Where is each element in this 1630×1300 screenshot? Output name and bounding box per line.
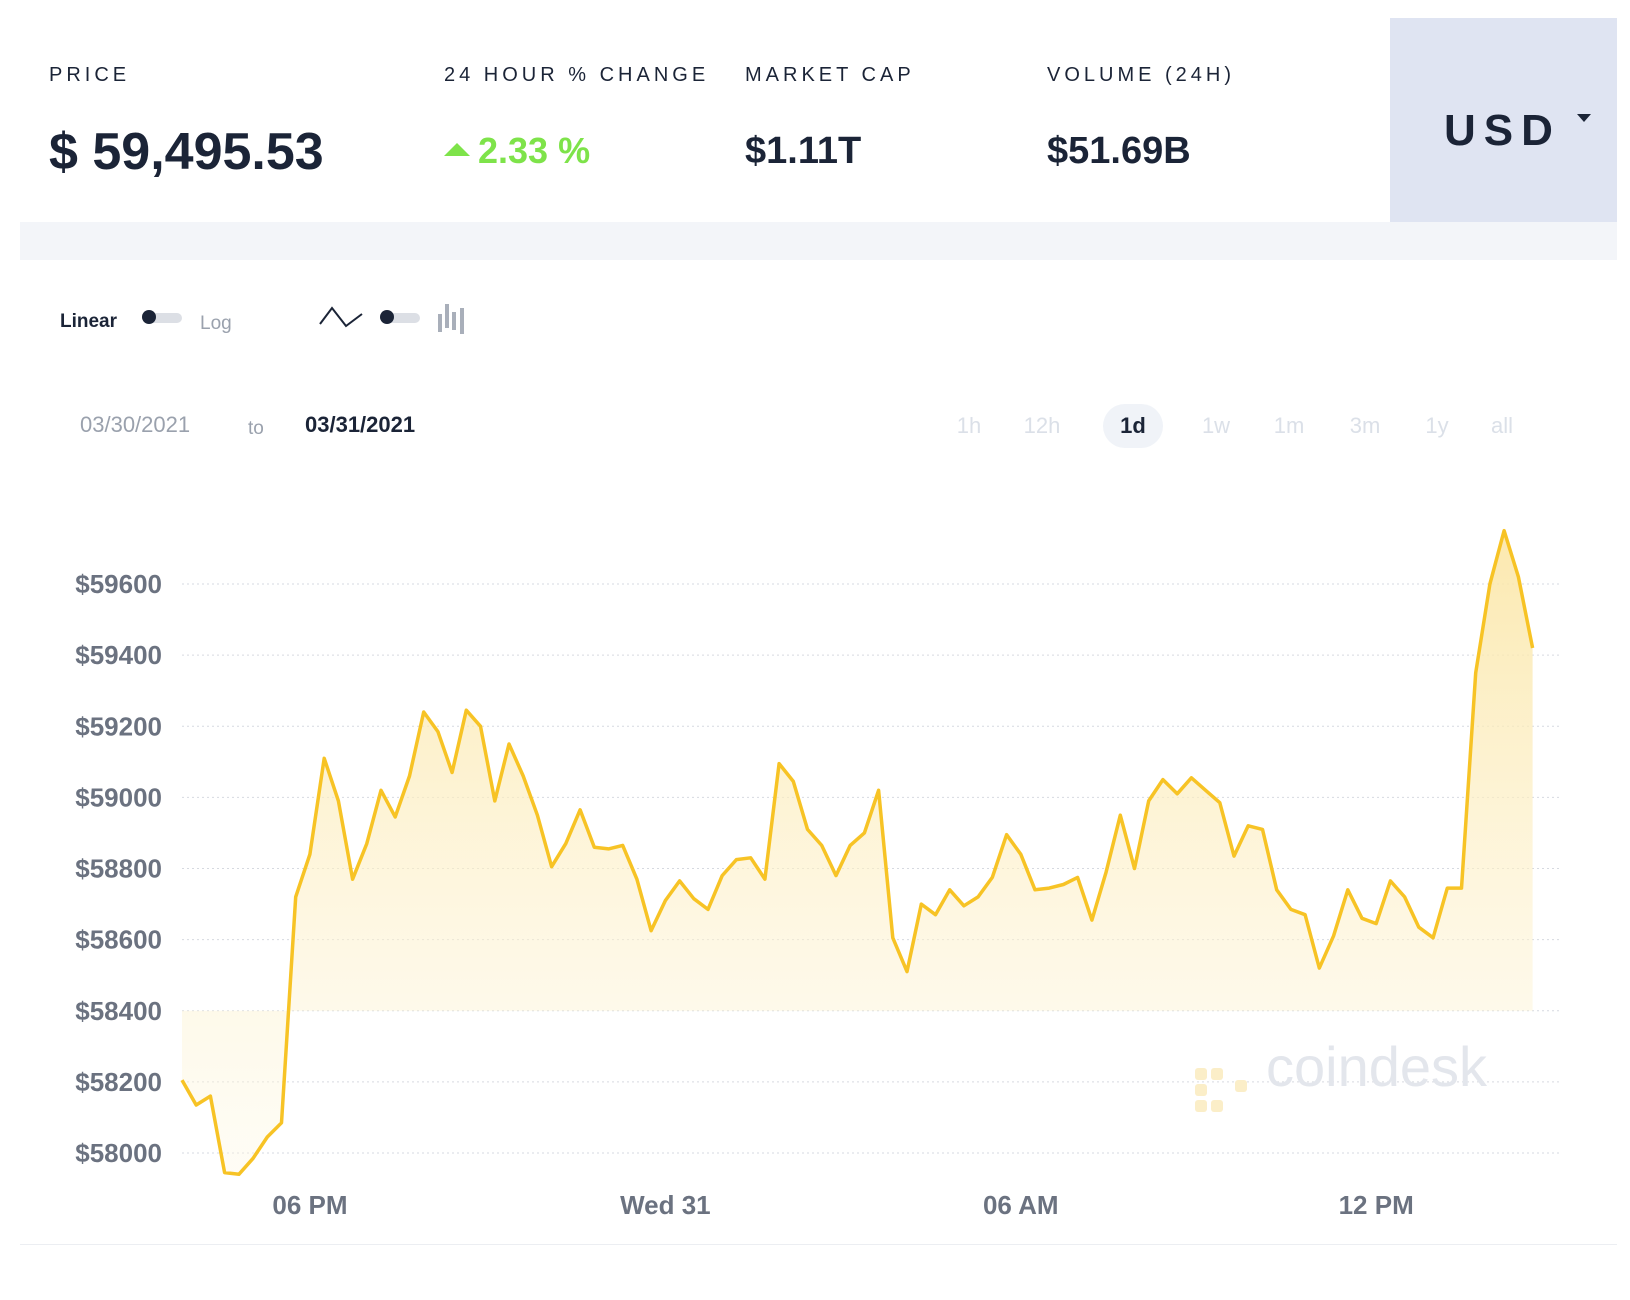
x-tick-label: 12 PM: [1339, 1190, 1414, 1220]
change-value-wrap: 2.33 %: [444, 130, 590, 172]
market-cap-value: $1.11T: [745, 130, 862, 172]
y-tick-label: $58000: [75, 1138, 162, 1168]
y-tick-label: $58600: [75, 925, 162, 955]
up-arrow-icon: [444, 142, 470, 156]
caret-down-icon: [1577, 114, 1591, 122]
chart-type-toggle-knob: [380, 310, 394, 324]
range-selector: 1h 12h 1d 1w 1m 3m 1y all: [957, 400, 1610, 450]
chart-type-toggle[interactable]: [380, 310, 420, 324]
line-chart-icon[interactable]: [318, 300, 364, 334]
x-axis: 06 PM Wed 31 06 AM 12 PM: [272, 1190, 1413, 1220]
y-tick-label: $59200: [75, 711, 162, 741]
y-tick-label: $58800: [75, 854, 162, 884]
y-axis: $58000 $58200 $58400 $58600 $58800 $59000 $592…: [75, 569, 162, 1168]
x-tick-label: 06 PM: [272, 1190, 347, 1220]
price-label: PRICE: [49, 64, 131, 86]
bottom-divider: [20, 1244, 1617, 1245]
volume-value: $51.69B: [1047, 130, 1191, 172]
date-to-label: to: [248, 418, 264, 439]
currency-code: USD: [1444, 106, 1561, 155]
coindesk-watermark: coindesk: [1195, 1035, 1488, 1112]
y-tick-label: $59000: [75, 782, 162, 812]
price-chart: $58000 $58200 $58400 $58600 $58800 $59000 $592…: [75, 528, 1560, 1220]
y-tick-label: $58400: [75, 996, 162, 1026]
watermark-text: coindesk: [1266, 1035, 1488, 1098]
stats-bar: PRICE $ 59,495.53 24 HOUR % CHANGE 2.33 …: [20, 18, 1617, 222]
x-tick-label: 06 AM: [983, 1190, 1059, 1220]
date-from[interactable]: 03/30/2021: [80, 412, 191, 437]
bar-chart-icon[interactable]: [436, 302, 466, 336]
range-1h[interactable]: 1h: [956, 413, 982, 438]
price-value: $ 59,495.53: [49, 123, 324, 181]
date-range: 03/30/2021 to 03/31/2021: [80, 404, 480, 444]
y-tick-label: $59400: [75, 640, 162, 670]
linear-label: Linear: [60, 311, 118, 332]
range-1w[interactable]: 1w: [1201, 413, 1231, 438]
range-1m[interactable]: 1m: [1273, 413, 1305, 438]
range-1d[interactable]: 1d: [1103, 404, 1163, 448]
chart-toolbar: Linear Log: [60, 300, 660, 340]
coindesk-logo-icon: [1195, 1068, 1247, 1112]
x-tick-label: Wed 31: [620, 1190, 711, 1220]
scale-toggle-knob: [142, 310, 156, 324]
change-value: 2.33 %: [478, 130, 591, 171]
currency-select[interactable]: USD: [1390, 18, 1617, 222]
market-cap-label: MARKET CAP: [745, 64, 915, 86]
change-label: 24 HOUR % CHANGE: [444, 64, 710, 86]
price-area: [182, 530, 1533, 1175]
y-tick-label: $58200: [75, 1067, 162, 1097]
range-1y[interactable]: 1y: [1425, 413, 1449, 438]
y-tick-label: $59600: [75, 569, 162, 599]
range-3m[interactable]: 3m: [1349, 413, 1381, 438]
divider-band: [20, 222, 1617, 260]
price-line: [180, 528, 1535, 1177]
scale-toggle[interactable]: [142, 310, 182, 324]
log-label: Log: [200, 313, 232, 334]
range-12h[interactable]: 12h: [1023, 413, 1061, 438]
date-to[interactable]: 03/31/2021: [305, 412, 416, 437]
volume-label: VOLUME (24H): [1047, 64, 1236, 86]
range-all[interactable]: all: [1490, 413, 1513, 438]
